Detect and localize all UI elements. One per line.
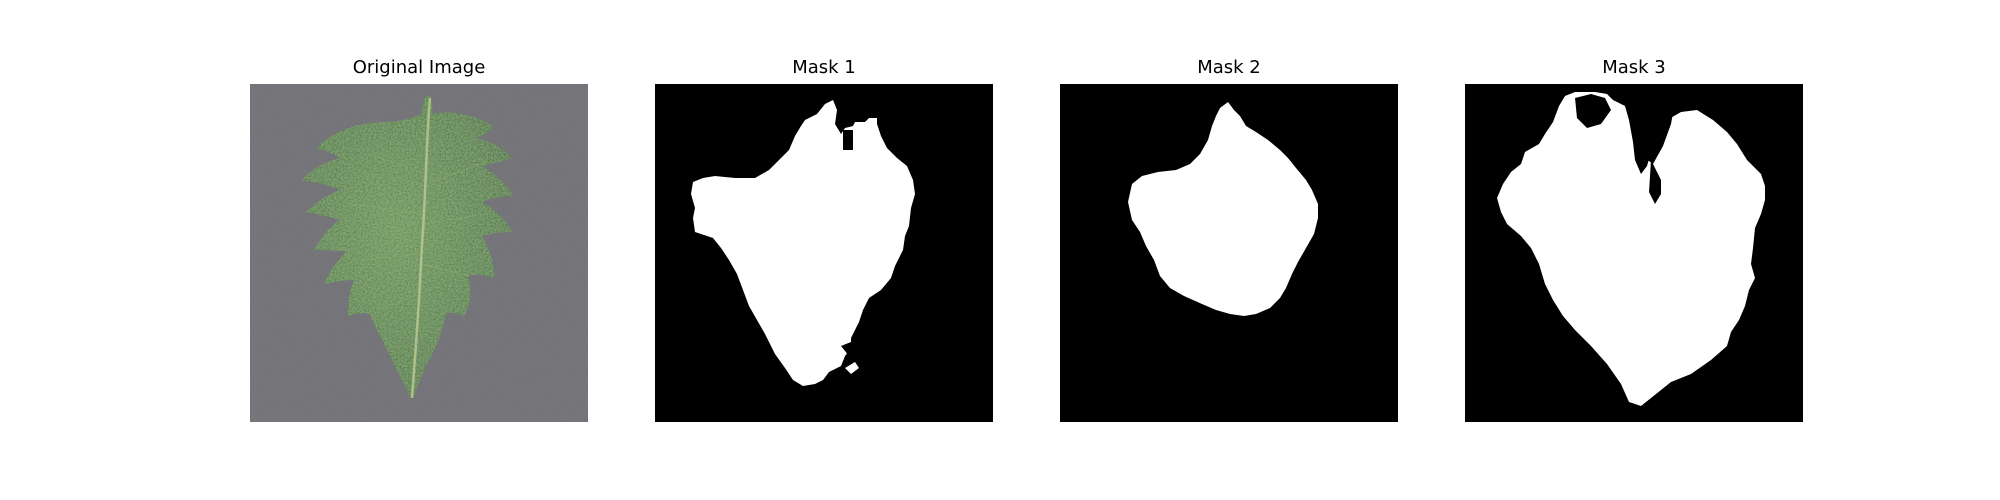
mask-2-panel [1060,84,1398,422]
mask-1-image [655,84,993,422]
panel-title-mask-2: Mask 2 [1197,57,1261,78]
panel-title-mask-1: Mask 1 [792,57,856,78]
panel-title-mask-3: Mask 3 [1602,57,1666,78]
leaf-shape [302,96,514,400]
leaf-midrib [410,97,432,399]
mask-1-region [691,100,915,386]
panel-title-original: Original Image [352,57,486,78]
mask-3-image [1465,84,1803,422]
leaf-photo [250,84,588,422]
mask-2-region [1128,102,1318,316]
mask-2-image [1060,84,1398,422]
mask-3-region [1497,92,1765,406]
mask-1-panel [655,84,993,422]
original-image-panel [250,84,588,422]
mask-3-panel [1465,84,1803,422]
